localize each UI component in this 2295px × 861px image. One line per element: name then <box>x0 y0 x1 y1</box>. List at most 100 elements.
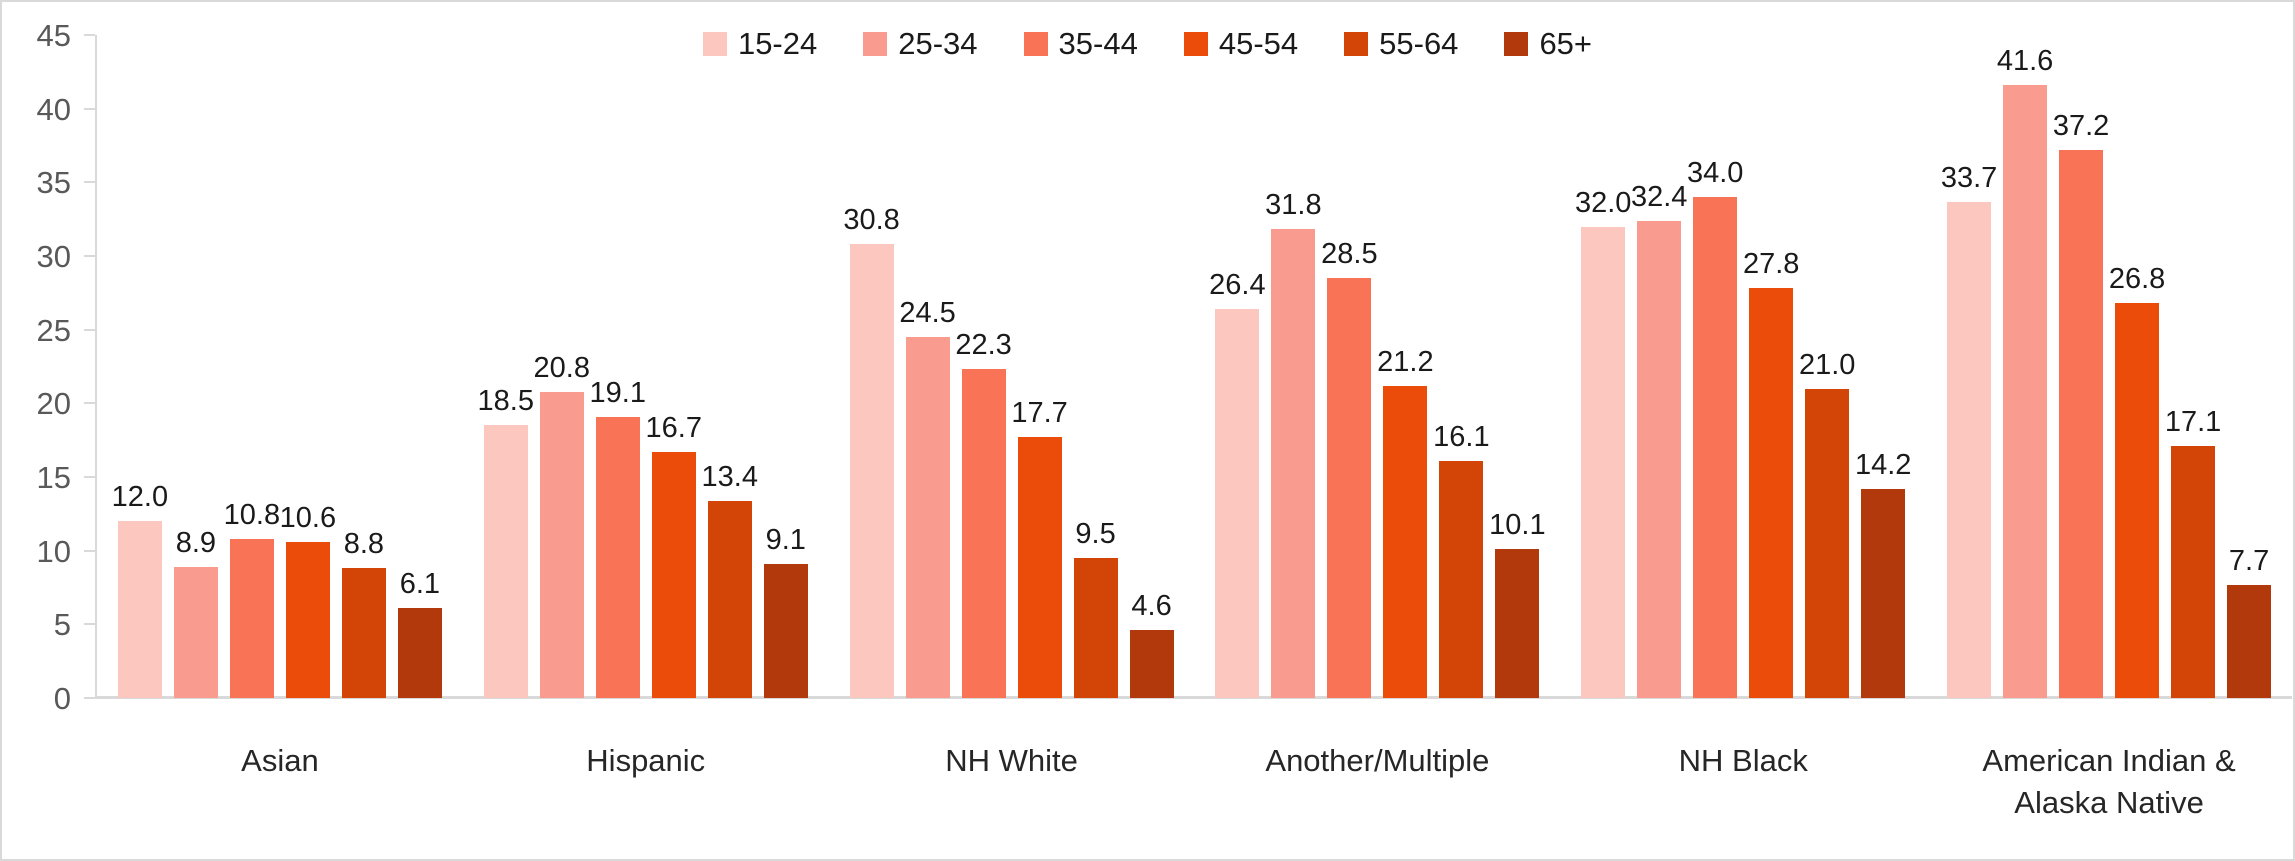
y-tick-mark <box>84 697 95 699</box>
legend-swatch-icon <box>863 31 888 56</box>
y-tick-mark <box>84 549 95 552</box>
category-label: Another/Multiple <box>1265 743 1490 778</box>
legend-label: 35-44 <box>1058 26 1138 61</box>
bar-value-label: 34.0 <box>1686 157 1744 190</box>
bar: 6.1 <box>397 570 442 698</box>
x-axis-labels: Asian Hispanic NH White Another/Multiple NH … <box>97 740 2292 824</box>
bar-value-label: 21.0 <box>1798 348 1856 381</box>
bar-group: 33.7 41.6 37.2 26.8 17.1 7.7 <box>1926 35 2292 698</box>
legend-swatch-icon <box>1023 31 1048 56</box>
bar: 4.6 <box>1129 592 1174 698</box>
bar: 10.8 <box>224 500 280 698</box>
bar-value-label: 9.5 <box>1075 518 1116 551</box>
legend-item: 45-54 <box>1183 26 1299 61</box>
bar-value-label: 21.2 <box>1377 345 1434 378</box>
bar: 37.2 <box>2053 111 2109 698</box>
bar: 32.4 <box>1631 182 1687 698</box>
bar-value-label: 12.0 <box>111 481 169 514</box>
bar-value-label: 26.4 <box>1209 269 1266 302</box>
bar: 21.0 <box>1799 350 1855 698</box>
legend-item: 25-34 <box>863 28 978 59</box>
legend-label: 15-24 <box>737 26 818 61</box>
legend-item: 55-64 <box>1344 28 1458 59</box>
bar: 10.6 <box>280 503 336 698</box>
bar-value-label: 16.1 <box>1433 420 1490 453</box>
bar-value-label: 24.5 <box>899 297 956 330</box>
bar-value-label: 31.8 <box>1265 189 1322 222</box>
legend-item: 35-44 <box>1023 26 1138 61</box>
bar: 10.1 <box>1489 511 1546 698</box>
bar: 34.0 <box>1687 159 1743 698</box>
legend-swatch-icon <box>1504 31 1529 56</box>
bar-value-label: 28.5 <box>1321 238 1378 271</box>
bar: 26.8 <box>2109 265 2165 698</box>
bar: 9.5 <box>1073 520 1118 698</box>
bar-value-label: 32.4 <box>1630 180 1688 213</box>
bar-group: 12.0 8.9 10.8 10.6 8.8 6.1 <box>97 35 463 698</box>
bar: 20.8 <box>534 353 590 698</box>
y-tick-label: 10 <box>36 533 71 569</box>
plot-area: 12.0 8.9 10.8 10.6 8.8 6.1 18.5 20.8 19.1 16.7 13.… <box>97 35 2292 698</box>
bar: 41.6 <box>1997 47 2053 698</box>
bar-group: 18.5 20.8 19.1 16.7 13.4 9.1 <box>463 35 829 698</box>
bar: 19.1 <box>590 378 646 698</box>
bar: 8.8 <box>341 530 386 698</box>
bar: 16.1 <box>1433 422 1490 698</box>
y-tick-label: 0 <box>53 681 71 716</box>
y-tick-mark <box>84 255 95 257</box>
bar-value-label: 16.7 <box>645 411 702 444</box>
y-tick-label: 20 <box>36 386 71 422</box>
bar: 28.5 <box>1321 240 1378 698</box>
bar-value-label: 7.7 <box>2228 544 2270 577</box>
legend-swatch-icon <box>702 31 727 56</box>
bar: 33.7 <box>1941 163 1997 698</box>
y-axis-line <box>95 35 97 698</box>
bar-group: 30.8 24.5 22.3 17.7 9.5 4.6 <box>829 35 1195 698</box>
bar-value-label: 22.3 <box>955 329 1012 362</box>
category-label: NH White <box>945 743 1078 778</box>
legend-item: 15-24 <box>702 26 818 61</box>
bar: 8.9 <box>173 528 218 698</box>
y-tick-label: 15 <box>36 460 71 495</box>
y-tick-mark <box>84 476 95 478</box>
legend-label: 45-54 <box>1218 26 1299 61</box>
bar-value-label: 30.8 <box>843 204 900 237</box>
y-tick-label: 35 <box>36 165 71 201</box>
bar: 21.2 <box>1377 347 1434 698</box>
legend: 15-24 25-34 35-44 45-54 55-64 65+ <box>2 28 2293 59</box>
legend-label: 65+ <box>1539 26 1593 61</box>
bar-value-label: 9.1 <box>765 523 806 556</box>
bar: 17.1 <box>2165 408 2221 698</box>
y-tick-label: 5 <box>53 607 71 643</box>
bar: 31.8 <box>1265 191 1322 698</box>
category-label: American Indian & Alaska Native <box>1982 743 2236 820</box>
bar-value-label: 10.6 <box>279 501 337 534</box>
y-tick-label: 45 <box>36 18 71 53</box>
bar-value-label: 41.6 <box>1996 45 2054 78</box>
y-tick-mark <box>84 34 95 36</box>
bar-value-label: 8.9 <box>175 526 217 559</box>
y-tick-label: 25 <box>36 312 71 348</box>
category-label: Asian <box>241 743 319 778</box>
bar: 27.8 <box>1743 250 1799 698</box>
bar-value-label: 17.1 <box>2164 406 2222 439</box>
bar: 26.4 <box>1209 271 1266 698</box>
legend-item: 65+ <box>1504 28 1592 59</box>
bar: 9.1 <box>763 525 808 698</box>
bar-value-label: 20.8 <box>533 351 590 384</box>
bar: 7.7 <box>2227 546 2272 698</box>
bar-value-label: 8.8 <box>343 528 385 561</box>
bar-value-label: 37.2 <box>2052 109 2110 142</box>
bar: 24.5 <box>899 299 956 698</box>
category-label: Hispanic <box>586 743 706 778</box>
bar-value-label: 10.8 <box>223 498 281 531</box>
bar-group: 32.0 32.4 34.0 27.8 21.0 14.2 <box>1560 35 1926 698</box>
bar-value-label: 27.8 <box>1742 248 1800 281</box>
bar-value-label: 4.6 <box>1131 590 1172 623</box>
bar: 12.0 <box>112 483 168 698</box>
bar-group: 26.4 31.8 28.5 21.2 16.1 10.1 <box>1194 35 1560 698</box>
bar: 17.7 <box>1011 399 1068 698</box>
bar-value-label: 26.8 <box>2108 263 2166 296</box>
bar-value-label: 13.4 <box>701 460 758 493</box>
y-tick-label: 30 <box>36 239 71 274</box>
